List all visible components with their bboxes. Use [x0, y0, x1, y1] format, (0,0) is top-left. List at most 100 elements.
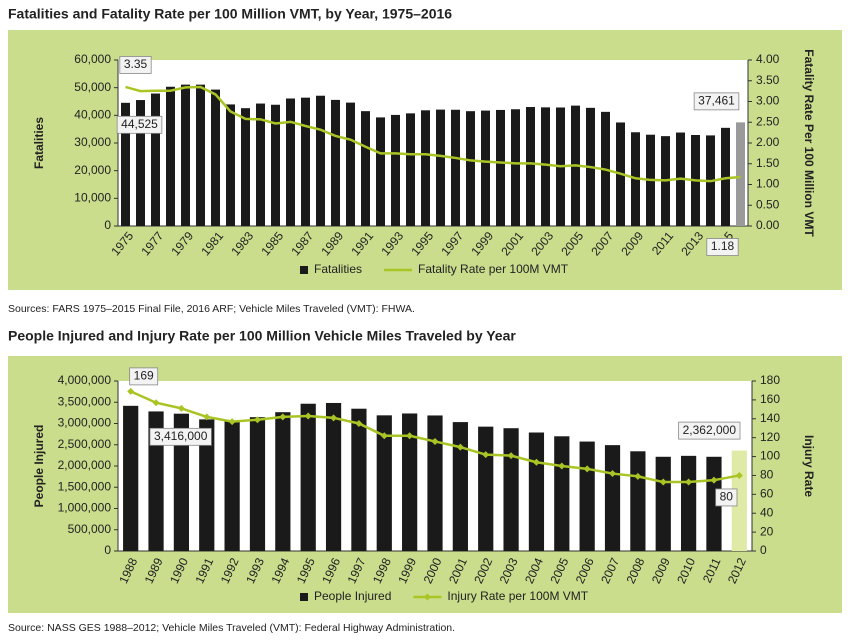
y2-tick-label: 1.50	[756, 156, 780, 170]
y-tick-label: 1,500,000	[58, 479, 112, 493]
bar	[199, 419, 215, 551]
bar	[526, 107, 535, 226]
y2-tick-label: 0	[760, 543, 767, 557]
rate-line	[125, 85, 741, 183]
rate-marker	[406, 432, 414, 440]
y-tick-label: 10,000	[74, 191, 111, 205]
data-label: 1.18	[711, 239, 735, 253]
bar	[503, 428, 519, 551]
y2-tick-label: 80	[760, 468, 774, 482]
rate-marker	[253, 416, 261, 424]
legend-marker	[423, 593, 431, 601]
bar	[196, 84, 205, 227]
bar	[451, 109, 460, 226]
chart-title: People Injured and Injury Rate per 100 M…	[8, 328, 516, 344]
bar	[511, 109, 520, 226]
y-tick-label: 0	[104, 543, 111, 557]
data-label: 169	[134, 369, 154, 383]
data-label-box	[119, 56, 152, 74]
bar	[680, 455, 697, 551]
data-label-box	[129, 367, 159, 386]
data-label-box	[149, 427, 212, 446]
bar	[655, 456, 671, 551]
bar	[224, 420, 240, 551]
plot-area	[118, 60, 748, 226]
bar	[478, 426, 494, 551]
bar	[211, 89, 220, 227]
rate-marker	[634, 472, 642, 480]
bar	[166, 86, 175, 226]
legend-label: Fatality Rate per 100M VMT	[418, 262, 569, 276]
data-label-box	[693, 92, 740, 111]
bar	[181, 84, 190, 226]
rate-marker	[685, 478, 693, 486]
data-label: 44,525	[121, 117, 158, 131]
bar	[579, 441, 595, 551]
data-label: 3,416,000	[154, 429, 208, 443]
bar	[541, 107, 550, 226]
bar	[604, 445, 621, 551]
y2-tick-label: 40	[760, 505, 774, 519]
bar	[402, 413, 418, 551]
data-label-box	[116, 115, 163, 134]
rate-marker	[203, 413, 211, 421]
y-tick-label: 50,000	[74, 80, 111, 94]
data-label-box	[715, 488, 738, 507]
bar	[481, 110, 490, 226]
rate-marker	[177, 404, 185, 412]
bar	[496, 109, 505, 226]
bar	[275, 412, 291, 551]
y-tick-label: 4,000,000	[58, 373, 112, 387]
bar	[136, 100, 145, 226]
data-label: 3.35	[124, 57, 148, 71]
rate-marker	[456, 443, 464, 451]
legend-label: Injury Rate per 100M VMT	[447, 589, 588, 603]
bar	[226, 104, 235, 226]
bar	[406, 113, 415, 226]
data-label-box	[678, 421, 741, 440]
data-label: 37,461	[698, 94, 735, 108]
source-note: Sources: FARS 1975–2015 Final File, 2016…	[8, 303, 415, 315]
bar	[256, 103, 265, 226]
y-axis-label: People Injured	[32, 425, 46, 508]
bar	[271, 104, 280, 226]
legend-swatch	[300, 266, 308, 274]
rate-marker	[380, 432, 388, 440]
bar	[452, 422, 468, 551]
bar	[123, 405, 139, 551]
bar	[148, 411, 164, 551]
rate-marker	[152, 399, 160, 407]
rate-marker	[609, 470, 617, 478]
y-tick-label: 1,000,000	[58, 501, 112, 515]
data-label-box	[706, 238, 739, 256]
y-tick-label: 3,000,000	[58, 416, 112, 430]
y2-tick-label: 140	[760, 411, 780, 425]
rate-marker	[304, 412, 312, 420]
y2-tick-label: 0.50	[756, 197, 780, 211]
rate-marker	[228, 418, 236, 426]
y2-tick-label: 2.50	[756, 114, 780, 128]
rate-marker	[355, 420, 363, 427]
y2-tick-label: 4.00	[756, 52, 780, 66]
y-tick-label: 500,000	[68, 522, 112, 536]
y-tick-label: 40,000	[74, 108, 111, 122]
bar	[331, 99, 340, 226]
legend-swatch	[300, 593, 308, 601]
rate-marker	[735, 471, 743, 479]
rate-marker	[330, 414, 338, 422]
bar	[316, 95, 325, 226]
bar	[391, 114, 400, 226]
bar	[554, 436, 570, 551]
y2-tick-label: 3.00	[756, 94, 780, 108]
bar	[346, 102, 355, 226]
y-axis-label: Fatalities	[32, 117, 46, 169]
rate-marker	[659, 478, 667, 486]
y2-axis-label: Injury Rate	[802, 435, 816, 497]
y2-tick-label: 0.00	[756, 218, 780, 232]
rate-marker	[583, 465, 591, 473]
y2-tick-label: 120	[760, 430, 780, 444]
source-note: Source: NASS GES 1988–2012; Vehicle Mile…	[8, 622, 455, 634]
y2-tick-label: 3.50	[756, 73, 780, 87]
